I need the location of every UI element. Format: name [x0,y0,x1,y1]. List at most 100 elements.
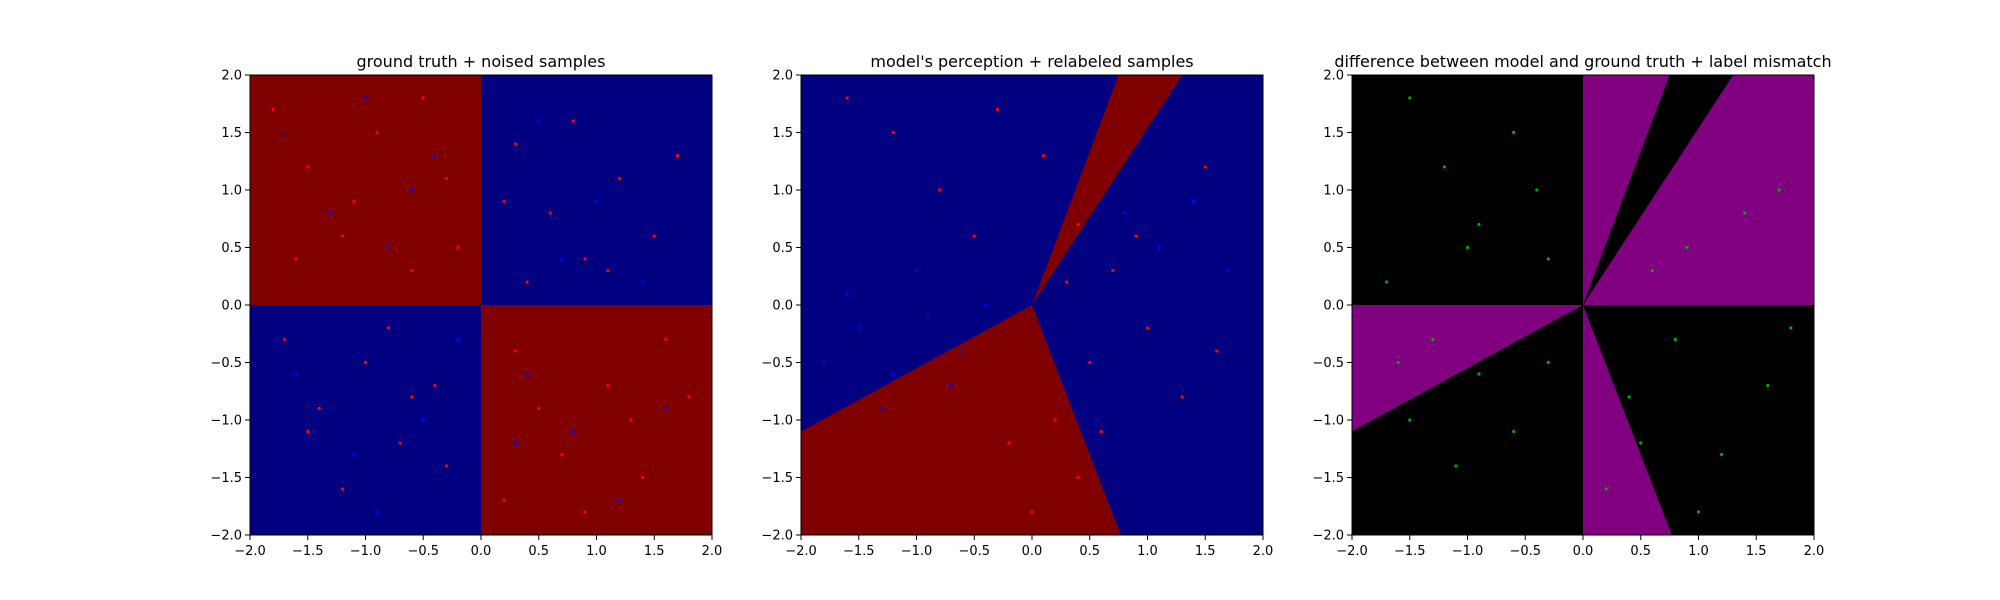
x-tick-label: 0.5 [1630,544,1651,559]
data-point [1180,395,1184,399]
data-point [560,257,564,261]
data-point [352,452,356,457]
data-point [410,268,414,273]
data-point [583,510,587,514]
data-point [375,130,379,135]
data-point [857,326,861,330]
data-point [525,372,529,376]
data-point [421,96,425,100]
x-tick-label: 0.0 [471,544,492,559]
region-purple-wedge [1352,305,1583,432]
data-point [502,199,506,204]
y-tick-label: 1.5 [221,126,242,141]
data-point [914,268,919,273]
data-point [571,119,576,123]
data-point [1157,245,1161,250]
data-point [1203,165,1207,169]
data-point [271,107,275,112]
data-point [1650,268,1654,273]
data-point [880,406,884,411]
data-point [317,406,321,411]
data-point [1041,153,1046,158]
x-tick-label: 1.0 [1137,544,1158,559]
data-point [1007,441,1011,445]
data-point [548,211,552,215]
y-tick-label: 0.5 [1323,241,1344,256]
data-point [618,176,622,181]
data-point [664,406,668,411]
data-point [329,211,333,215]
data-point [1720,452,1724,457]
x-tick-label: −2.0 [785,544,817,559]
data-point [1743,211,1747,215]
y-tick-label: 1.5 [772,126,793,141]
data-point [594,199,599,204]
data-point [891,372,896,376]
data-point [433,153,437,158]
data-point [1777,188,1781,192]
x-tick-label: 2.0 [702,544,723,559]
data-point [606,268,610,273]
x-tick-label: −2.0 [234,544,266,559]
data-point [949,383,953,388]
data-point [1789,326,1793,330]
data-point [822,360,826,365]
data-point [306,429,310,434]
x-tick-label: −0.5 [958,544,990,559]
data-point [340,487,344,491]
data-point [1477,372,1481,376]
data-point [1065,280,1069,284]
data-point [352,199,356,204]
data-point [1535,188,1539,192]
data-point [995,107,1000,112]
data-point [641,475,645,480]
y-tick-label: −0.5 [1312,356,1344,371]
x-tick-label: 1.0 [1688,544,1709,559]
region-purple-wedge [1583,305,1672,535]
y-tick-label: −2.0 [1312,529,1344,544]
y-tick-label: 2.0 [1323,69,1344,84]
data-point [984,303,988,307]
y-tick-label: −0.5 [761,356,793,371]
data-point [845,96,849,100]
y-tick-label: 0.5 [221,241,242,256]
data-point [664,337,668,342]
data-point [294,257,298,261]
data-point [283,337,287,342]
data-point [1226,268,1230,273]
y-tick-label: −0.5 [210,356,242,371]
data-point [387,245,391,250]
x-tick-label: 1.0 [586,544,607,559]
y-tick-label: −2.0 [210,529,242,544]
data-point [1385,280,1389,284]
data-point [537,406,541,411]
data-point [1053,418,1057,422]
panel-title: model's perception + relabeled samples [870,52,1193,71]
y-tick-label: 2.0 [772,69,793,84]
x-tick-label: −0.5 [407,544,439,559]
y-tick-label: 0.0 [1323,299,1344,314]
data-point [629,418,633,422]
y-tick-label: −1.0 [761,414,793,429]
x-tick-label: −1.0 [1452,544,1484,559]
data-point [537,119,541,123]
data-point [306,165,310,169]
data-point [641,280,645,284]
y-tick-label: 0.0 [772,299,793,314]
data-point [363,96,368,100]
data-point [1477,222,1481,227]
region-red [481,305,712,535]
data-point [1134,234,1138,238]
x-tick-label: 1.5 [1195,544,1216,559]
x-tick-label: 1.5 [1746,544,1767,559]
x-tick-label: 0.0 [1022,544,1043,559]
data-point [456,245,460,250]
data-point [1465,245,1470,250]
data-point [972,234,976,238]
y-tick-label: 1.0 [1323,184,1344,199]
data-point [606,383,610,388]
data-point [1454,464,1458,468]
data-point [938,188,942,192]
region-red-wedge [801,305,1121,535]
